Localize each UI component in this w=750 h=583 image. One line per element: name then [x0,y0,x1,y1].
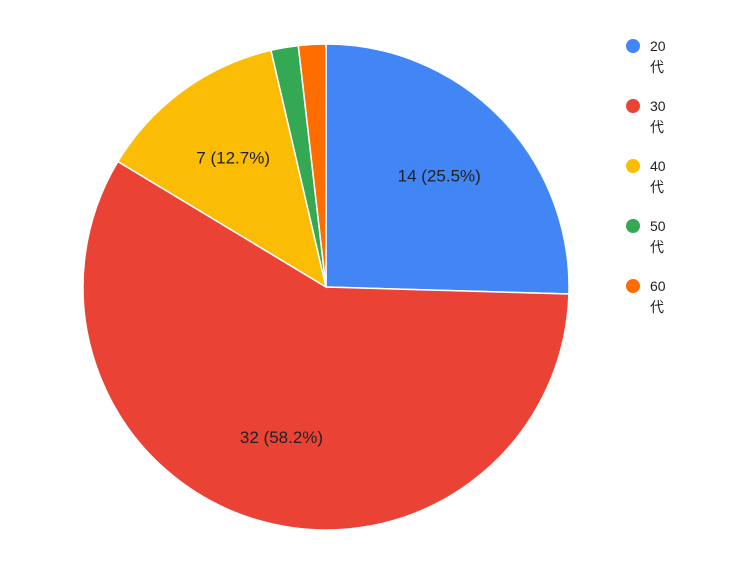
legend-swatch [626,159,640,173]
pie-slice [116,49,328,289]
legend-label: 30代 [650,98,666,135]
pie-slice [297,43,327,288]
legend-label: 50代 [650,218,666,255]
pie-slice [82,160,570,531]
legend-swatch [626,39,640,53]
legend-swatch [626,219,640,233]
legend-item: 20代 [626,36,672,78]
legend-swatch [626,279,640,293]
legend-label: 40代 [650,158,666,195]
legend-item: 30代 [626,96,672,138]
legend-label: 60代 [650,278,666,315]
legend-item: 50代 [626,216,672,258]
legend-item: 40代 [626,156,672,198]
slice-label: 32 (58.2%) [240,428,323,447]
slice-label: 14 (25.5%) [398,166,481,185]
legend-swatch [626,99,640,113]
pie-slice [325,43,570,295]
legend-item: 60代 [626,276,672,318]
legend-label: 20代 [650,38,666,75]
slice-label: 7 (12.7%) [196,149,270,168]
